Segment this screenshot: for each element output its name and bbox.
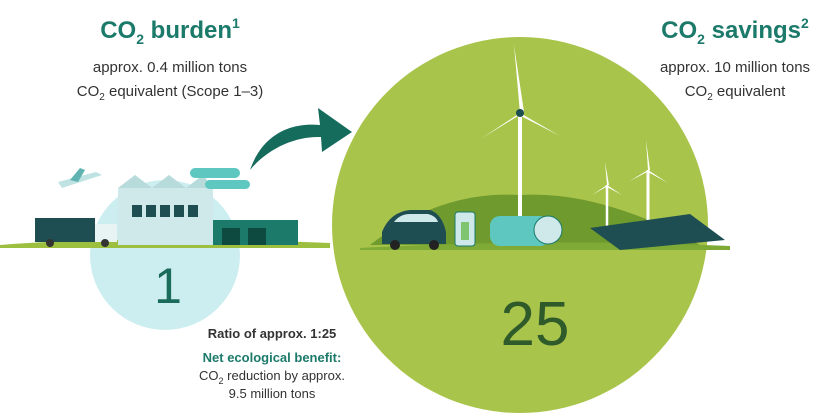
ratio: Ratio of approx. 1:25: [208, 326, 337, 341]
arrow: [250, 108, 352, 170]
burden-line: approx. 0.4 million tons: [93, 59, 247, 76]
savings-number: 25: [501, 290, 570, 359]
industry-illustration: [0, 168, 330, 248]
savings-title: CO2 savings2: [661, 15, 809, 47]
burden-title: CO2 burden1: [100, 15, 240, 47]
benefit-heading: Net ecological benefit:: [203, 350, 342, 365]
savings-line: approx. 10 million tons: [660, 59, 810, 76]
burden-number: 1: [154, 258, 182, 314]
savings-line: CO2 equivalent: [685, 83, 786, 103]
benefit-line: CO2 reduction by approx.: [199, 368, 345, 386]
burden-line: CO2 equivalent (Scope 1–3): [77, 83, 264, 103]
benefit-line: 9.5 million tons: [229, 386, 316, 401]
renewables-illustration: [360, 45, 730, 250]
